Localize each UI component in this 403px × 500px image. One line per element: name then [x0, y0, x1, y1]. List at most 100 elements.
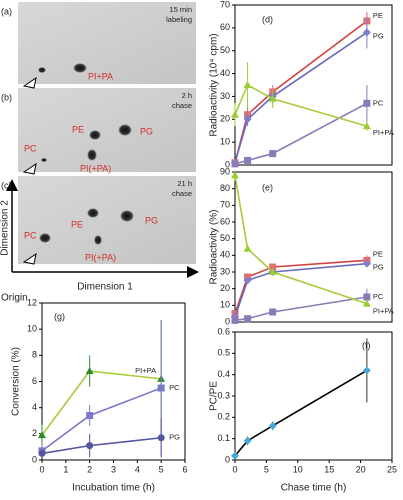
series-line — [234, 102, 368, 165]
panel-label: (d) — [262, 14, 273, 24]
spot-label: PG — [145, 215, 158, 225]
series-label: PG — [373, 263, 384, 272]
series-line — [41, 370, 162, 436]
tlc-caption: 2 h — [182, 91, 192, 100]
series-label: PC — [169, 383, 180, 392]
x-tick-label: 4 — [135, 464, 140, 474]
spot — [41, 158, 47, 162]
origin-label: Origin — [1, 293, 28, 304]
y-tick-label: 70 — [220, 0, 230, 9]
spot-label: PI(+PA) — [85, 252, 116, 262]
x-tick-label: 3 — [111, 464, 116, 474]
series-label: PG — [169, 433, 180, 442]
y-tick-label: 0 — [225, 454, 230, 464]
spot-label: PG — [140, 126, 153, 136]
y-tick-label: 10 — [27, 324, 37, 334]
marker — [268, 268, 277, 275]
y-tick-label: 0.4 — [217, 369, 230, 379]
marker — [86, 412, 94, 420]
dimension-1: Dimension 1 — [77, 282, 133, 293]
x-tick-label: 0 — [232, 464, 237, 474]
y-tick-label: 60 — [220, 216, 230, 226]
y-axis-label: Conversion (%) — [11, 347, 22, 416]
series-label: PE — [373, 249, 383, 258]
tlc-plate — [18, 2, 196, 84]
x-tick-label: 15 — [324, 464, 334, 474]
series-label: PC — [373, 98, 384, 107]
marker — [362, 299, 371, 307]
marker — [244, 156, 252, 164]
y-tick-label: 40 — [220, 250, 230, 260]
spot — [120, 210, 134, 222]
marker — [231, 110, 239, 118]
y-tick-label: 80 — [220, 183, 230, 193]
tlc-caption: 21 h — [177, 179, 192, 188]
marker — [231, 171, 239, 179]
spot-label: PC — [24, 230, 37, 240]
marker — [362, 122, 371, 130]
series-line — [41, 436, 162, 455]
plot-frame — [234, 4, 393, 166]
marker — [269, 308, 277, 316]
panel-label: (f) — [362, 340, 371, 350]
tlc-plate — [18, 176, 196, 264]
marker — [244, 315, 252, 323]
marker — [38, 449, 46, 457]
y-tick-label: 0 — [225, 316, 230, 326]
marker — [362, 366, 371, 375]
y-axis-label: PC/PE — [209, 381, 220, 411]
spot — [118, 124, 132, 136]
marker — [243, 276, 252, 285]
spot — [73, 63, 87, 73]
spot-label: PI+PA — [88, 71, 113, 81]
y-tick-label: 50 — [220, 45, 230, 55]
spot — [87, 149, 97, 161]
panel-label: (c) — [1, 180, 12, 190]
series-line — [234, 83, 368, 127]
y-tick-label: 20 — [220, 114, 230, 124]
marker — [157, 434, 165, 442]
spot — [89, 130, 101, 140]
spot — [87, 208, 99, 218]
y-tick-label: 20 — [220, 283, 230, 293]
series-line — [234, 20, 368, 163]
plot-frame — [234, 171, 393, 323]
x-axis-label: Chase time (h) — [281, 483, 347, 494]
y-tick-label: 60 — [220, 22, 230, 32]
x-tick-label: 5 — [264, 464, 269, 474]
y-tick-label: 30 — [220, 91, 230, 101]
marker — [362, 28, 371, 37]
panel-label: (g) — [54, 311, 65, 321]
spot — [39, 233, 51, 243]
marker — [38, 431, 46, 439]
marker — [231, 451, 239, 460]
y-tick-label: 70 — [220, 200, 230, 210]
marker — [231, 160, 239, 168]
marker — [85, 367, 94, 375]
series-line — [234, 296, 368, 322]
series-label: PI+PA — [373, 128, 394, 137]
series-line — [234, 262, 367, 318]
x-tick-label: 10 — [293, 464, 303, 474]
y-tick-label: 50 — [220, 233, 230, 243]
marker — [268, 94, 277, 102]
x-tick-label: 2 — [87, 464, 92, 474]
y-axis-label: Radioactivity (10⁴ cpm) — [209, 33, 220, 136]
marker — [362, 259, 371, 268]
y-tick-label: 0.2 — [217, 412, 230, 422]
marker — [243, 436, 252, 445]
spot — [94, 235, 102, 245]
series-line — [234, 369, 368, 457]
tlc-plate — [18, 88, 196, 172]
spot-label: PI(+PA) — [80, 163, 111, 173]
origin-marker — [22, 162, 37, 175]
series-label: PI+PA — [373, 307, 394, 316]
origin-marker — [22, 252, 37, 265]
marker — [243, 81, 252, 88]
series-line — [234, 31, 368, 163]
spot-label: PC — [24, 143, 37, 153]
x-tick-label: 20 — [356, 464, 366, 474]
y-tick-label: 0.1 — [217, 433, 230, 443]
panel-label: (a) — [1, 6, 12, 16]
tlc-images: Dimension 1 Dimension 2 Origin — [0, 2, 199, 304]
